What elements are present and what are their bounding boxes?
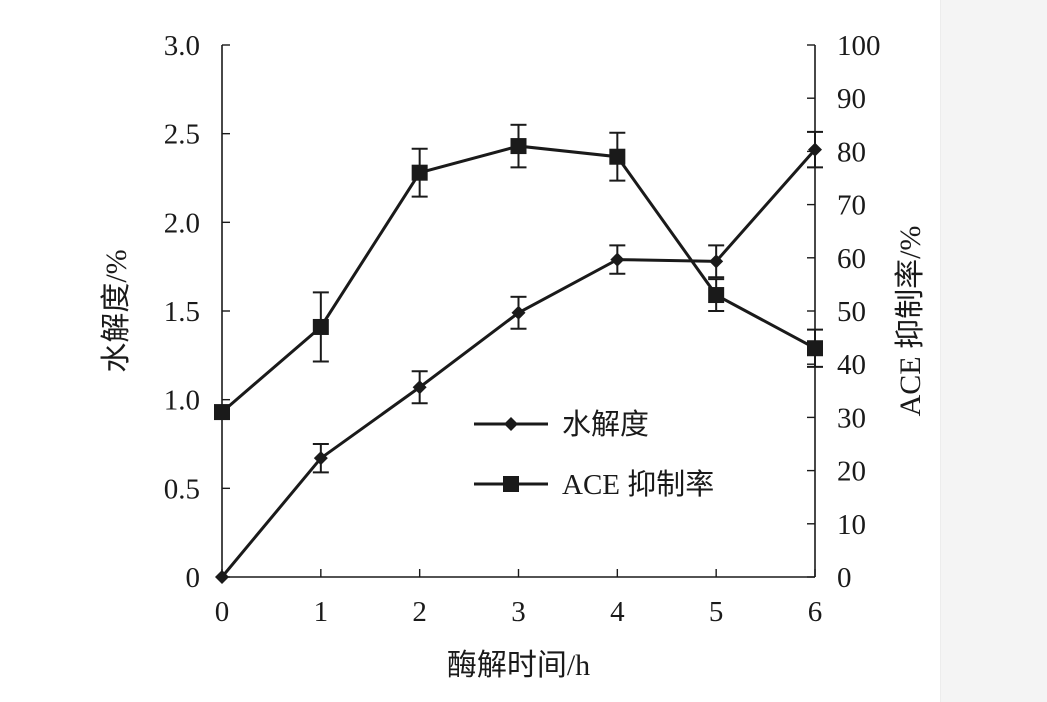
data-point — [708, 287, 725, 304]
x-axis-label: 酶解时间/h — [447, 649, 590, 682]
ticks: 00.51.01.52.02.53.0010203040506070809010… — [164, 30, 881, 628]
legend-label: ACE 抑制率 — [562, 468, 714, 501]
left-y-tick-label: 2.0 — [164, 207, 200, 239]
x-tick-label: 6 — [808, 596, 823, 628]
x-tick-label: 1 — [314, 596, 329, 628]
series-line — [221, 144, 816, 414]
right-y-tick-label: 80 — [837, 136, 866, 168]
legend: 水解度 ACE 抑制率 — [474, 408, 714, 501]
right-y-axis-label: ACE 抑制率/% — [894, 226, 927, 417]
legend-item: ACE 抑制率 — [474, 468, 714, 501]
series-1 — [215, 130, 823, 584]
right-y-tick-label: 100 — [837, 30, 881, 62]
x-tick-label: 5 — [709, 596, 724, 628]
left-y-axis-label: 水解度/% — [100, 249, 133, 372]
left-y-tick-label: 0 — [186, 562, 201, 594]
right-y-tick-label: 10 — [837, 509, 866, 541]
legend-item: 水解度 — [474, 408, 649, 441]
data-point — [510, 138, 527, 155]
left-y-tick-label: 2.5 — [164, 119, 200, 151]
right-y-tick-label: 50 — [837, 296, 866, 328]
data-point — [312, 318, 329, 335]
data-point — [412, 380, 427, 395]
data-point — [214, 404, 230, 421]
x-tick-label: 3 — [511, 596, 526, 628]
right-y-tick-label: 70 — [837, 190, 866, 222]
legend-label: 水解度 — [562, 408, 649, 441]
data-point — [709, 254, 724, 269]
series — [214, 123, 823, 584]
left-y-tick-label: 1.5 — [164, 296, 200, 328]
page-margin-strip — [940, 0, 1047, 702]
left-y-tick-label: 0.5 — [164, 473, 200, 505]
data-point — [313, 451, 328, 466]
left-y-tick-label: 1.0 — [164, 385, 200, 417]
legend-marker — [504, 417, 518, 431]
data-point — [411, 164, 428, 181]
right-y-tick-label: 60 — [837, 243, 866, 275]
left-y-tick-label: 3.0 — [164, 30, 200, 62]
data-point — [215, 570, 229, 584]
data-point — [610, 252, 625, 267]
x-tick-label: 0 — [215, 596, 230, 628]
series-line — [220, 148, 817, 578]
right-y-tick-label: 40 — [837, 349, 866, 381]
right-y-tick-label: 90 — [837, 83, 866, 115]
x-tick-label: 4 — [610, 596, 625, 628]
x-tick-label: 2 — [412, 596, 427, 628]
right-y-tick-label: 0 — [837, 562, 852, 594]
legend-marker — [503, 476, 519, 492]
data-point — [609, 148, 626, 165]
series-2 — [214, 123, 823, 421]
data-point — [807, 340, 823, 357]
data-point — [511, 305, 526, 320]
right-y-tick-label: 20 — [837, 456, 866, 488]
data-point — [808, 142, 822, 157]
right-y-tick-label: 30 — [837, 402, 866, 434]
